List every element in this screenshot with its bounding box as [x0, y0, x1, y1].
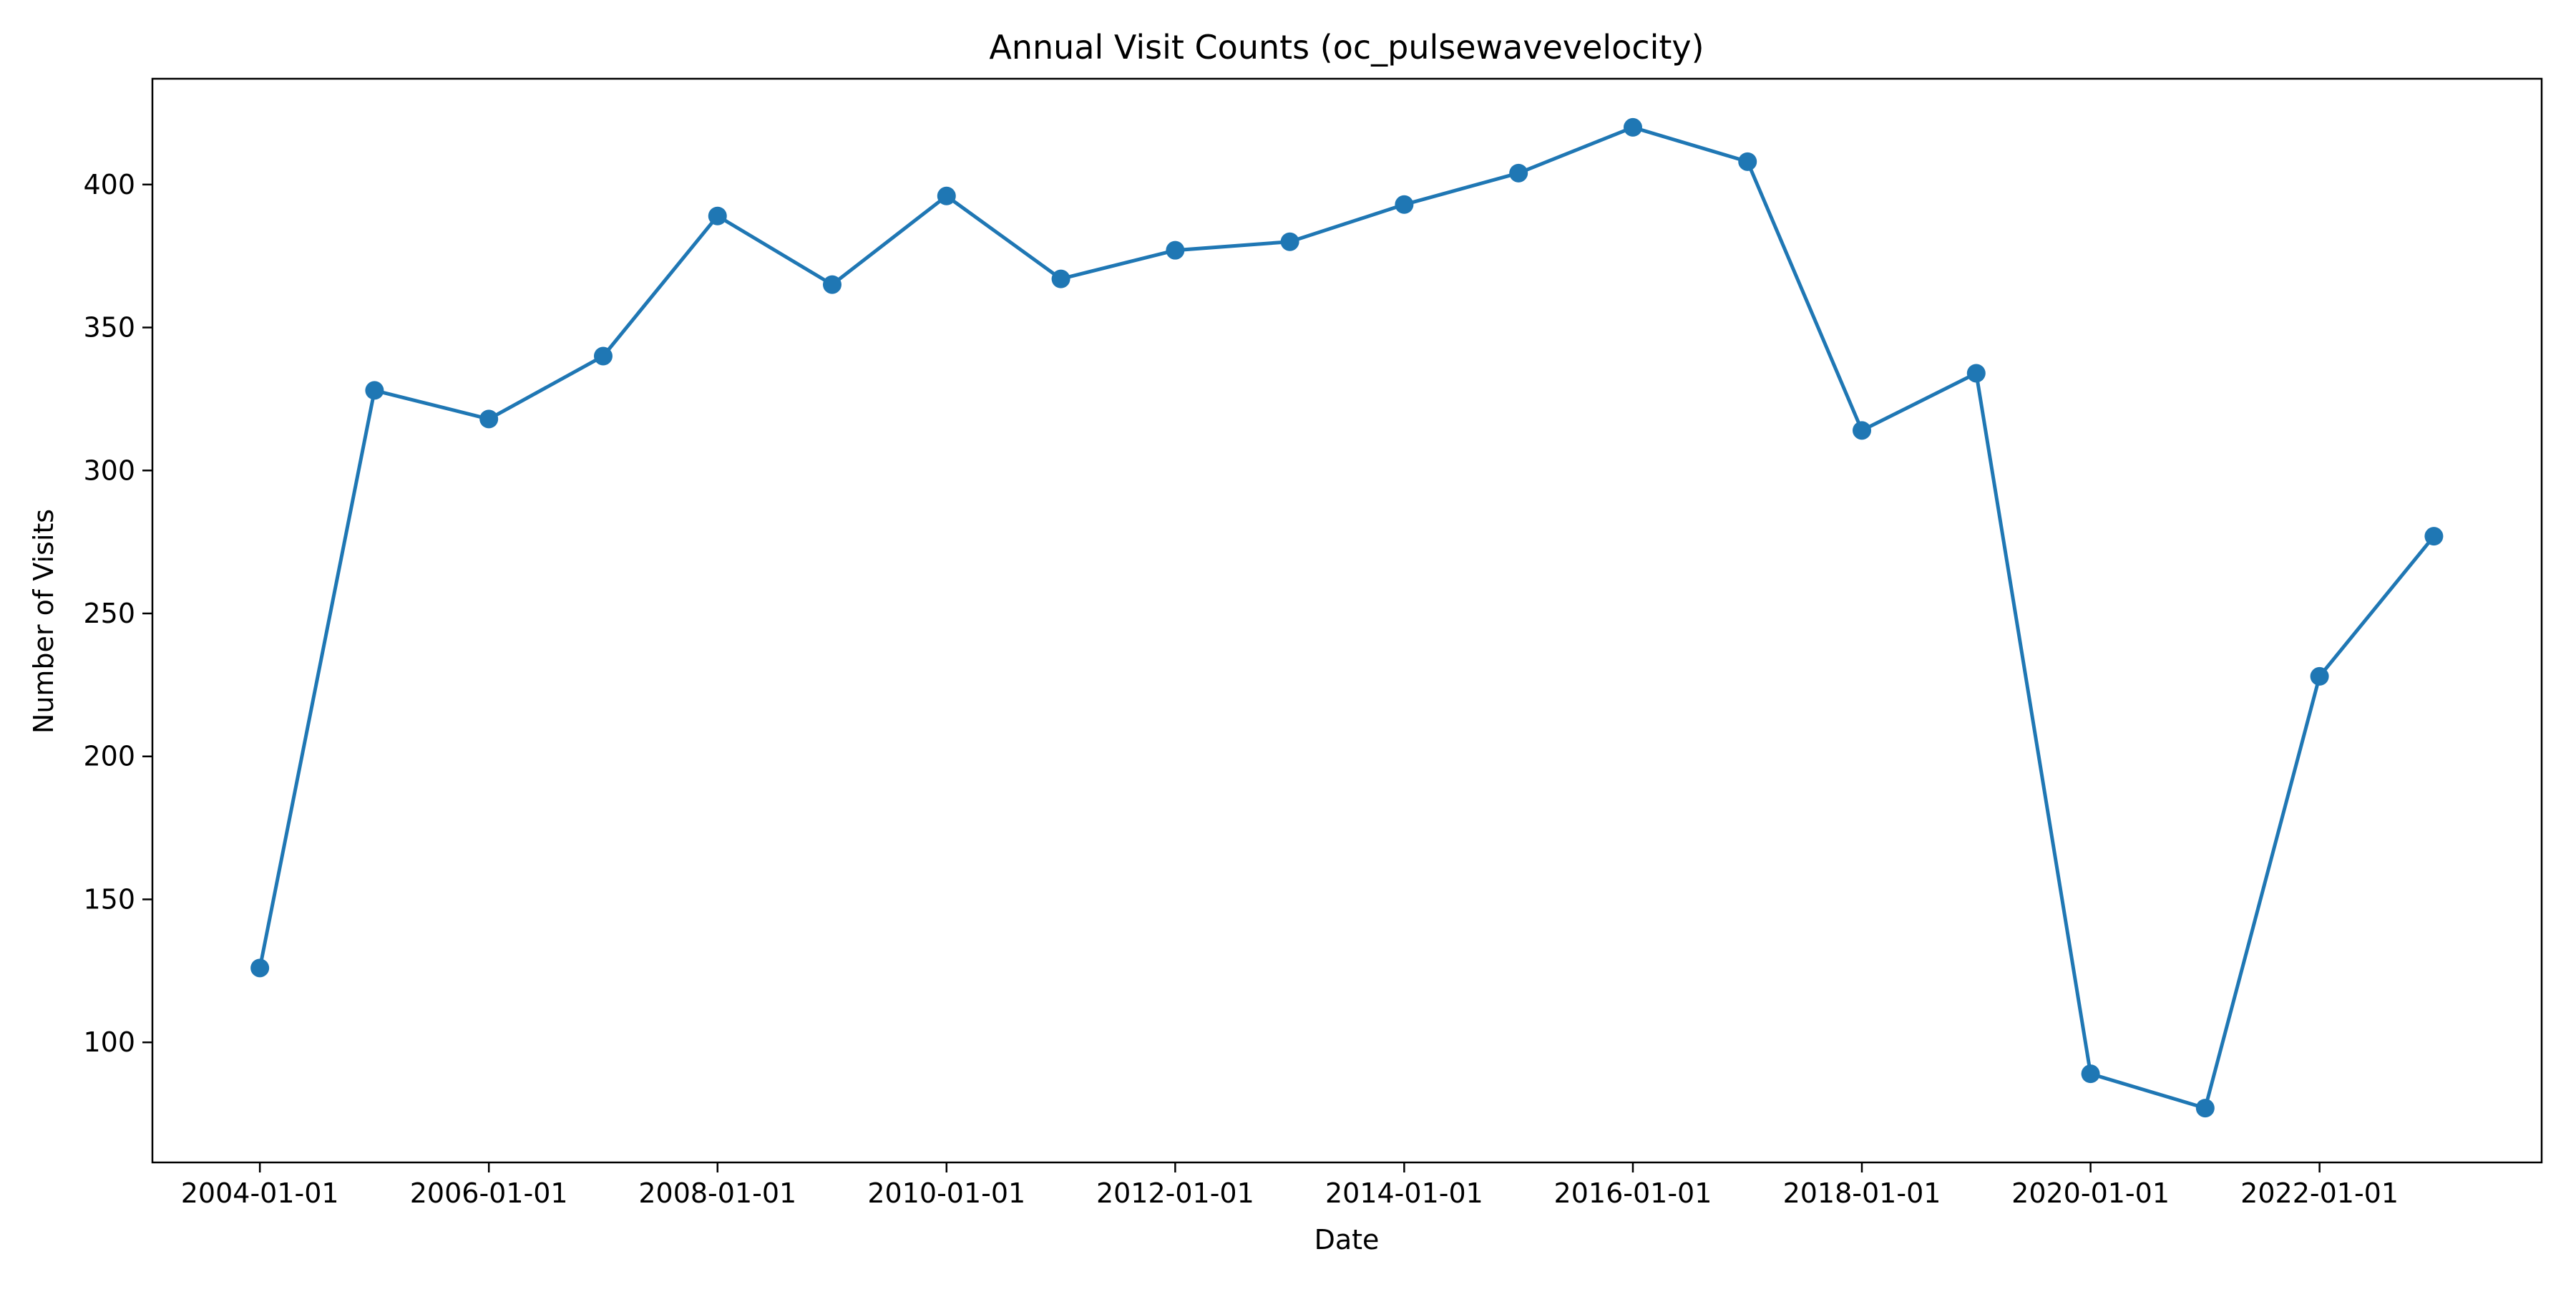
x-tick-label: 2016-01-01: [1554, 1177, 1712, 1209]
y-tick-label: 200: [83, 741, 135, 772]
y-tick-label: 150: [83, 883, 135, 915]
data-point: [2195, 1099, 2215, 1118]
y-tick-label: 100: [83, 1026, 135, 1058]
y-tick-label: 300: [83, 455, 135, 486]
x-tick-label: 2004-01-01: [181, 1177, 339, 1209]
y-tick-label: 350: [83, 312, 135, 344]
plot-frame: [151, 77, 2543, 1164]
series-line: [258, 125, 2436, 1110]
data-point: [1166, 241, 1185, 260]
x-tick-label: 2008-01-01: [638, 1177, 796, 1209]
data-point: [1853, 421, 1872, 440]
x-axis-label: Date: [1314, 1224, 1380, 1255]
data-point: [479, 409, 499, 429]
data-point: [1623, 117, 1642, 137]
x-tick-label: 2020-01-01: [2011, 1177, 2170, 1209]
chart-title: Annual Visit Counts (oc_pulsewavevelocit…: [989, 28, 1704, 67]
data-point: [822, 275, 841, 294]
data-point: [1280, 232, 1299, 251]
data-point: [1966, 364, 1986, 383]
data-point: [250, 958, 270, 978]
y-tick-label: 250: [83, 598, 135, 629]
plot-area: 2004-01-01 2006-01-01 2008-01-01 2010-01-01…: [83, 77, 2543, 1209]
data-point: [708, 206, 727, 225]
data-point: [593, 346, 613, 366]
data-point: [1395, 195, 1414, 214]
y-tick-label: 400: [83, 169, 135, 200]
data-point: [1051, 269, 1070, 288]
x-tick-label: 2022-01-01: [2240, 1177, 2399, 1209]
x-tick-label: 2018-01-01: [1783, 1177, 1941, 1209]
y-axis-label: Number of Visits: [28, 509, 59, 734]
data-point: [2424, 527, 2444, 546]
data-point: [365, 381, 384, 400]
data-point: [2310, 666, 2329, 686]
x-tick-label: 2010-01-01: [867, 1177, 1025, 1209]
data-point: [1738, 152, 1757, 171]
data-point: [1509, 163, 1528, 183]
data-point: [2081, 1064, 2100, 1084]
x-tick-label: 2012-01-01: [1096, 1177, 1254, 1209]
x-tick-label: 2006-01-01: [410, 1177, 568, 1209]
x-tick-label: 2014-01-01: [1325, 1177, 1483, 1209]
data-point: [937, 186, 956, 205]
